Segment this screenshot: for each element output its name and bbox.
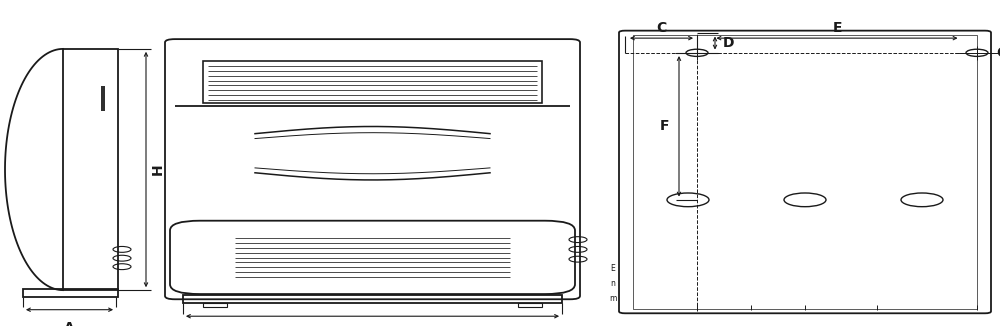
Text: H: H xyxy=(151,164,165,175)
Bar xyxy=(63,49,118,290)
Text: E: E xyxy=(832,21,842,35)
Text: D: D xyxy=(723,36,734,50)
Text: G: G xyxy=(996,46,1000,60)
Text: m: m xyxy=(609,294,617,303)
Text: A: A xyxy=(64,321,75,326)
Text: n: n xyxy=(611,279,615,288)
Bar xyxy=(633,35,977,309)
Text: E: E xyxy=(611,264,615,274)
Text: C: C xyxy=(656,21,666,35)
Bar xyxy=(518,303,542,307)
Bar xyxy=(23,289,118,297)
Bar xyxy=(203,61,542,103)
Bar xyxy=(183,295,562,303)
Bar xyxy=(203,303,227,307)
Text: F: F xyxy=(659,119,669,133)
